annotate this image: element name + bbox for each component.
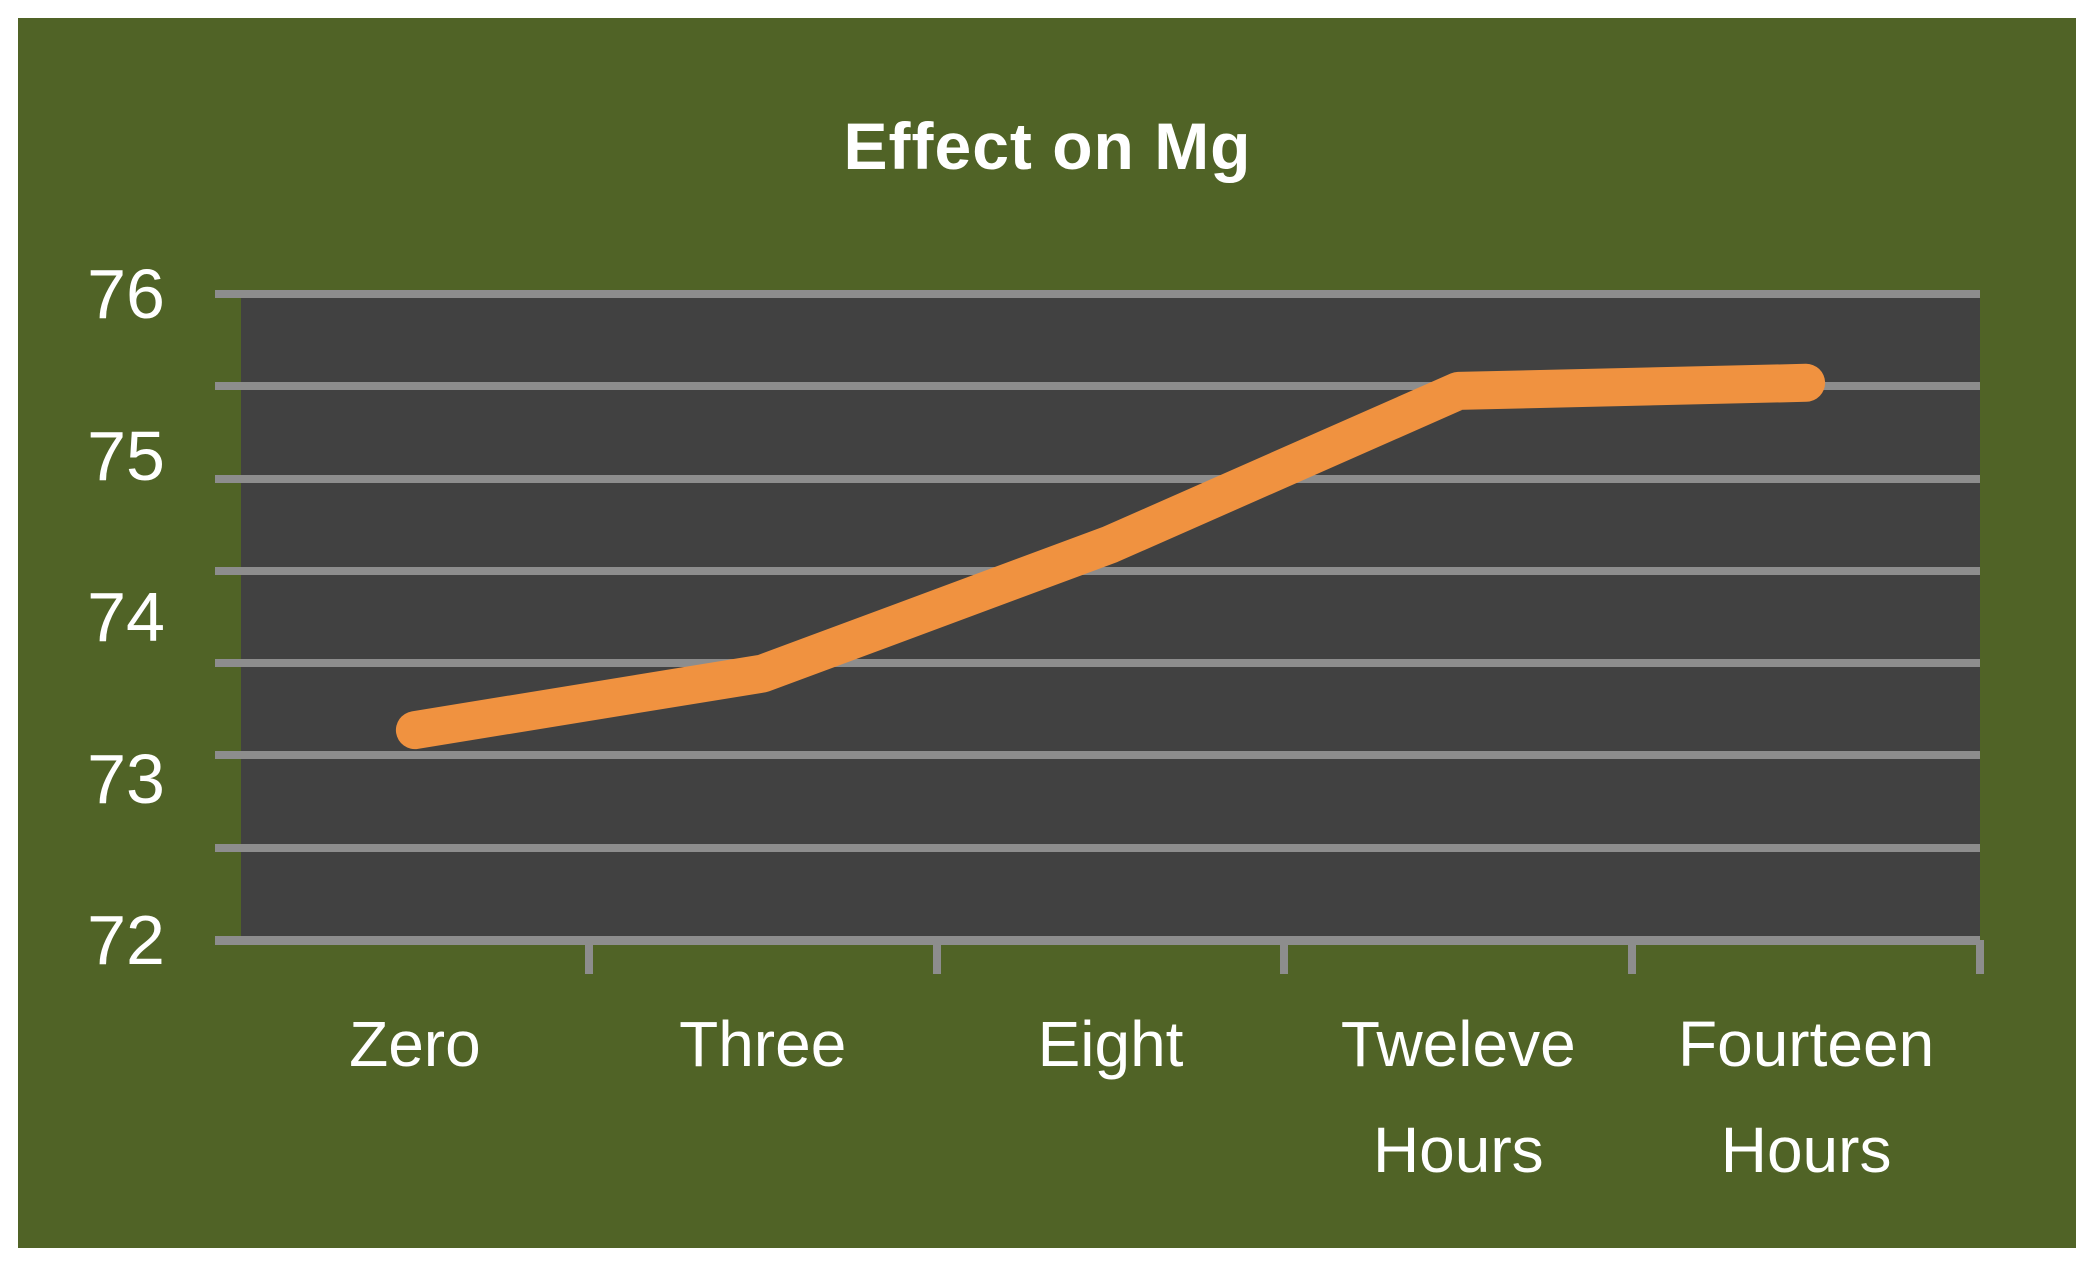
x-axis-tick <box>1628 940 1637 974</box>
y-axis-tick-label: 75 <box>87 416 165 495</box>
x-axis-category-label: Tweleve <box>1340 1008 1576 1080</box>
x-axis-category-label: Three <box>679 1008 847 1080</box>
x-axis-category-label: Zero <box>349 1008 481 1080</box>
x-axis-tick <box>1976 940 1984 974</box>
gridline <box>215 843 1980 852</box>
x-axis-tick <box>584 940 593 974</box>
y-axis-tick-label: 76 <box>87 255 165 333</box>
x-axis-category-label: Hours <box>1372 1114 1544 1186</box>
x-axis-category-label: Hours <box>1720 1114 1892 1186</box>
x-axis-category-label: Eight <box>1037 1008 1184 1080</box>
gridline <box>215 290 1980 298</box>
chart-title: Effect on Mg <box>843 109 1252 183</box>
gridline <box>215 382 1980 391</box>
gridline <box>215 751 1980 760</box>
x-axis-category-label: Fourteen <box>1678 1008 1935 1080</box>
y-axis-tick-label: 73 <box>87 739 165 818</box>
gridline <box>215 474 1980 483</box>
x-axis-tick <box>1280 940 1289 974</box>
y-axis-tick-label: 74 <box>87 578 165 656</box>
x-axis-line <box>215 936 1980 945</box>
data-line-svg <box>395 363 1826 750</box>
gridline <box>215 566 1980 575</box>
gridline <box>215 659 1980 668</box>
y-axis-tick-label: 72 <box>87 901 165 979</box>
x-axis-tick <box>932 940 941 974</box>
mg-series-line <box>395 363 1826 750</box>
